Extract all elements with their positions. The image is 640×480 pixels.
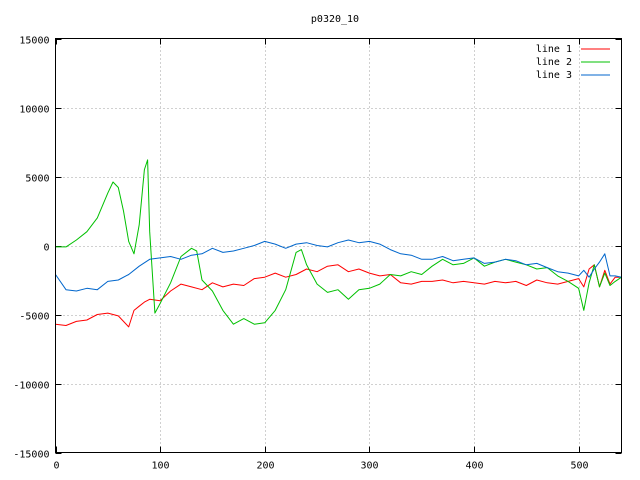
- x-tick-label: 400: [465, 461, 483, 472]
- plot-frame: [55, 38, 622, 453]
- axis-ticks: 0 100 200 300 400 500 -15000 -10000 -5000 0 5000 10…: [13, 36, 622, 472]
- x-tick-label: 0: [53, 461, 59, 472]
- x-tick-label: 200: [256, 461, 274, 472]
- legend-label-2: line 2: [536, 57, 572, 68]
- x-tick-label: 300: [360, 461, 378, 472]
- series-line-1: [55, 264, 622, 328]
- legend: line 1 line 2 line 3: [536, 44, 610, 81]
- series-line-3: [55, 239, 622, 292]
- x-tick-label: 100: [151, 461, 169, 472]
- y-tick-label: -10000: [13, 381, 49, 392]
- y-tick-label: -5000: [19, 312, 49, 323]
- y-tick-label: 5000: [25, 174, 49, 185]
- legend-label-3: line 3: [536, 70, 572, 81]
- y-tick-label: 15000: [19, 36, 49, 47]
- series-lines: [55, 159, 622, 328]
- series-line-2: [55, 159, 622, 325]
- chart-title: p0320_10: [311, 14, 359, 25]
- x-tick-label: 500: [570, 461, 588, 472]
- y-tick-label: 10000: [19, 105, 49, 116]
- y-tick-label: -15000: [13, 450, 49, 461]
- legend-label-1: line 1: [536, 44, 572, 55]
- y-tick-label: 0: [43, 243, 49, 254]
- grid: [55, 38, 622, 453]
